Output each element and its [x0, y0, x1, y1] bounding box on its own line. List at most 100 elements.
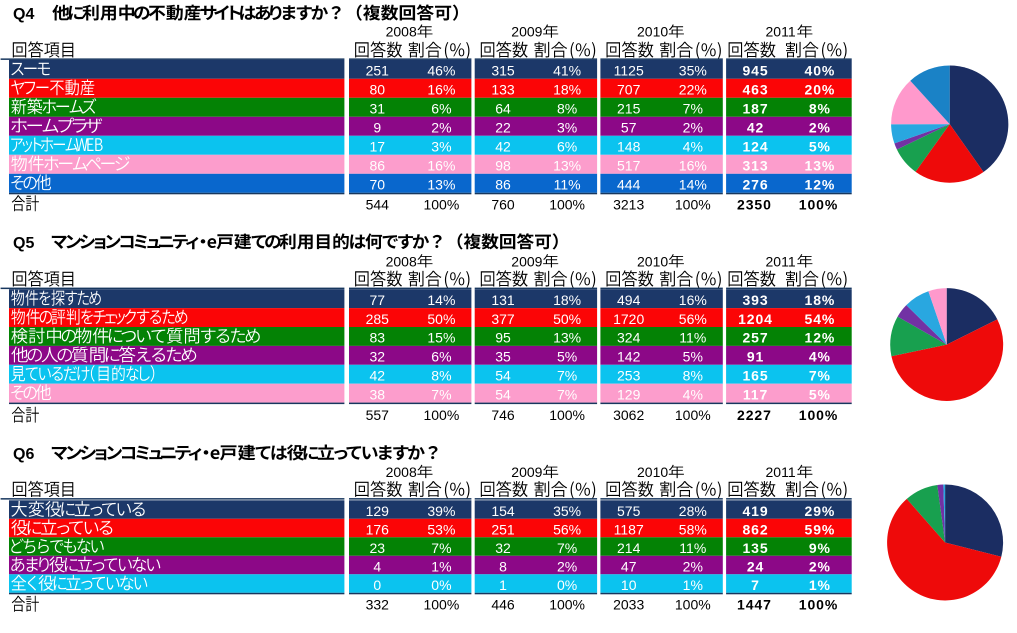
svg-text:100%: 100%: [423, 407, 459, 423]
svg-text:4: 4: [373, 559, 381, 575]
svg-text:2009: 2009: [511, 24, 542, 40]
svg-text:2%: 2%: [683, 120, 703, 136]
svg-text:7%: 7%: [557, 386, 577, 402]
svg-text:2009: 2009: [511, 464, 542, 480]
svg-text:80: 80: [370, 82, 386, 98]
svg-text:494: 494: [617, 292, 641, 308]
svg-text:40%: 40%: [805, 63, 836, 79]
svg-text:20%: 20%: [805, 82, 836, 98]
svg-text:1720: 1720: [613, 311, 644, 327]
svg-text:324: 324: [617, 330, 641, 346]
svg-text:2227: 2227: [737, 407, 772, 423]
svg-text:16%: 16%: [427, 158, 455, 174]
svg-text:2%: 2%: [431, 120, 451, 136]
svg-text:11%: 11%: [679, 540, 706, 556]
svg-text:517: 517: [617, 158, 641, 174]
svg-text:746: 746: [491, 407, 515, 423]
svg-text:Q4: Q4: [13, 6, 34, 23]
svg-text:4%: 4%: [683, 386, 703, 402]
svg-text:32: 32: [495, 540, 511, 556]
svg-text:14%: 14%: [679, 177, 707, 193]
svg-text:3062: 3062: [613, 407, 644, 423]
svg-text:2008: 2008: [386, 24, 417, 40]
svg-text:419: 419: [742, 503, 768, 519]
svg-text:393: 393: [742, 292, 768, 308]
svg-text:22%: 22%: [679, 82, 707, 98]
svg-text:100%: 100%: [675, 597, 711, 613]
svg-text:22: 22: [495, 120, 511, 136]
svg-text:100%: 100%: [423, 197, 459, 213]
svg-text:14%: 14%: [427, 292, 455, 308]
svg-text:862: 862: [742, 522, 768, 538]
svg-text:10: 10: [621, 577, 637, 593]
svg-text:16%: 16%: [427, 82, 455, 98]
svg-text:176: 176: [366, 522, 390, 538]
svg-text:1447: 1447: [737, 597, 772, 613]
svg-text:3%: 3%: [431, 139, 451, 155]
svg-text:1: 1: [499, 577, 507, 593]
svg-text:214: 214: [617, 540, 641, 556]
svg-text:39%: 39%: [427, 503, 455, 519]
svg-text:16%: 16%: [679, 292, 707, 308]
svg-text:1%: 1%: [683, 577, 703, 593]
svg-text:8%: 8%: [683, 368, 703, 384]
svg-text:257: 257: [742, 330, 768, 346]
svg-text:8%: 8%: [431, 368, 451, 384]
svg-text:35%: 35%: [679, 63, 707, 79]
svg-text:58%: 58%: [679, 522, 707, 538]
svg-text:46%: 46%: [427, 63, 455, 79]
svg-text:5%: 5%: [809, 139, 831, 155]
svg-text:0: 0: [373, 577, 381, 593]
svg-text:8%: 8%: [557, 101, 577, 117]
svg-text:3%: 3%: [557, 120, 577, 136]
svg-text:129: 129: [617, 386, 641, 402]
svg-text:1204: 1204: [738, 311, 773, 327]
svg-text:16%: 16%: [679, 158, 707, 174]
svg-text:38: 38: [370, 386, 386, 402]
svg-text:315: 315: [491, 63, 515, 79]
svg-text:463: 463: [742, 82, 768, 98]
svg-text:42: 42: [370, 368, 386, 384]
svg-text:251: 251: [366, 63, 390, 79]
svg-text:5%: 5%: [557, 349, 577, 365]
svg-text:9%: 9%: [809, 540, 831, 556]
svg-text:7%: 7%: [557, 540, 577, 556]
svg-text:70: 70: [370, 177, 386, 193]
svg-text:47: 47: [621, 559, 637, 575]
svg-text:54%: 54%: [805, 311, 836, 327]
svg-text:42: 42: [495, 139, 511, 155]
svg-text:1%: 1%: [431, 559, 451, 575]
svg-text:1187: 1187: [614, 522, 644, 538]
svg-text:148: 148: [617, 139, 641, 155]
svg-text:7%: 7%: [431, 386, 451, 402]
svg-text:Q5: Q5: [13, 235, 34, 252]
svg-text:2033: 2033: [613, 597, 644, 613]
svg-text:1%: 1%: [809, 577, 831, 593]
svg-text:2011: 2011: [766, 464, 796, 480]
svg-text:77: 77: [370, 292, 386, 308]
svg-text:100%: 100%: [423, 597, 459, 613]
svg-text:154: 154: [491, 503, 515, 519]
svg-text:32: 32: [370, 349, 386, 365]
svg-text:23: 23: [370, 540, 386, 556]
svg-text:13%: 13%: [553, 158, 581, 174]
svg-text:332: 332: [366, 597, 390, 613]
svg-text:100%: 100%: [799, 407, 838, 423]
svg-text:11%: 11%: [679, 330, 706, 346]
svg-text:7%: 7%: [683, 101, 703, 117]
svg-text:2011: 2011: [766, 253, 796, 269]
svg-text:2008: 2008: [386, 253, 417, 269]
svg-text:54: 54: [495, 368, 511, 384]
svg-text:0%: 0%: [557, 577, 577, 593]
svg-text:5%: 5%: [809, 386, 831, 402]
svg-text:253: 253: [617, 368, 641, 384]
svg-text:544: 544: [366, 197, 390, 213]
svg-text:100%: 100%: [549, 597, 585, 613]
svg-text:0%: 0%: [431, 577, 451, 593]
svg-text:276: 276: [742, 177, 768, 193]
svg-text:135: 135: [742, 540, 768, 556]
svg-text:53%: 53%: [427, 522, 455, 538]
svg-text:117: 117: [743, 386, 768, 402]
svg-text:12%: 12%: [805, 330, 836, 346]
svg-text:100%: 100%: [675, 197, 711, 213]
